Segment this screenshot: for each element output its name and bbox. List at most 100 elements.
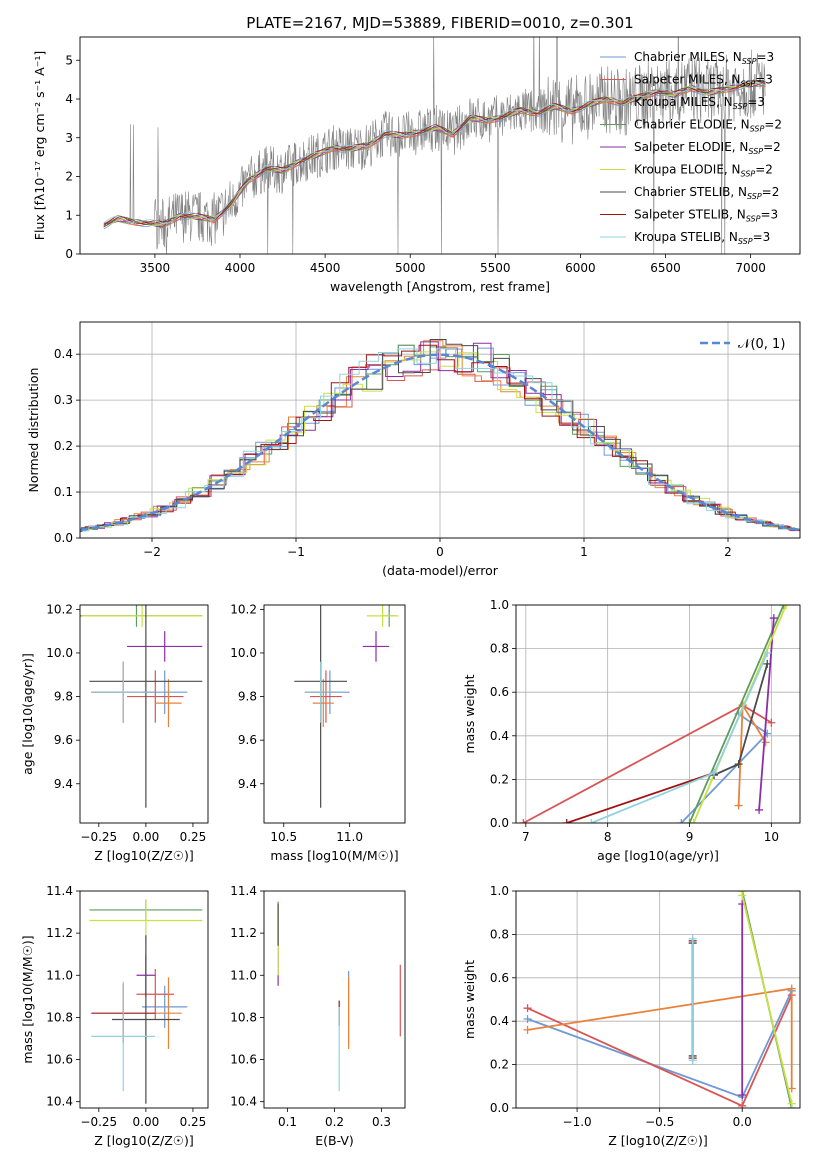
spectrum-model-line	[103, 82, 766, 228]
spectrum-ylabel: Flux [fλ10⁻¹⁷ erg cm⁻² s⁻¹ A⁻¹]	[32, 51, 47, 240]
y-tick-label: 11.0	[46, 968, 73, 982]
y-tick-label: 10.8	[46, 1010, 73, 1024]
mass_vs_Z-xlabel: Z [log10(Z/Z☉)]	[94, 1133, 194, 1148]
y-tick-label: 2	[65, 170, 73, 184]
x-tick-label: 10.5	[270, 830, 297, 844]
y-tick-label: 0.4	[490, 1014, 509, 1028]
y-tick-label: 11.4	[46, 884, 73, 898]
y-tick-label: 9.6	[54, 733, 73, 747]
residuals-legend: 𝒩(0, 1)	[700, 337, 785, 352]
weight_vs_age-ylabel: mass weight	[462, 674, 477, 753]
weight_vs_Z-axes: −1.0 −0.5 0.0 0.0 0.2 0.4 0.6 0.8 1.0 Z [log10(Z/…	[462, 884, 800, 1148]
weight-marker	[587, 819, 596, 823]
spectrum-model-line	[103, 80, 766, 225]
legend-nssp: =3	[755, 73, 773, 87]
age_vs_Z-xlabel: Z [log10(Z/Z☉)]	[94, 848, 194, 863]
legend-nssp: =2	[764, 118, 782, 132]
x-tick-label: 0.25	[180, 1115, 207, 1129]
y-tick-label: 10.4	[230, 1095, 257, 1109]
weight-line	[566, 772, 715, 823]
x-tick-label: 2	[724, 545, 732, 559]
residual-histogram	[80, 344, 800, 532]
weight-marker	[523, 1015, 532, 1024]
weight-marker	[689, 819, 698, 823]
legend-sub: SSP	[742, 57, 757, 66]
age_vs_Z-ylabel: age [log10(age/yr)]	[20, 653, 35, 775]
residual-histogram	[80, 348, 800, 532]
weight-marker	[734, 801, 743, 810]
weight-line	[522, 704, 772, 823]
y-tick-label: 10.0	[230, 646, 257, 660]
legend-sub: SSP	[741, 80, 756, 89]
y-tick-label: 9.4	[238, 777, 257, 791]
weight_vs_age-frame	[515, 604, 801, 824]
legend-entry: Salpeter ELODIE, NSSP=2	[634, 140, 781, 156]
y-tick-label: 0.6	[490, 971, 509, 985]
legend-nssp: =3	[756, 50, 774, 64]
weight_vs_age-plot	[519, 605, 791, 823]
legend-entry: Salpeter STELIB, NSSP=3	[634, 208, 778, 224]
weight-marker	[738, 891, 747, 900]
y-tick-label: 0.0	[490, 816, 509, 830]
age_vs_mass-frame	[263, 604, 406, 824]
weight-marker	[763, 648, 772, 657]
weight-marker	[710, 768, 719, 777]
x-tick-label: 10	[764, 830, 779, 844]
y-tick-label: 10.6	[230, 1053, 257, 1067]
weight-marker	[685, 819, 694, 823]
residuals-xlabel: (data-model)/error	[382, 563, 499, 578]
y-tick-label: 4	[65, 92, 73, 106]
y-tick-label: 0.0	[490, 1101, 509, 1115]
gaussian-curve	[80, 353, 800, 532]
x-tick-label: 6000	[565, 261, 596, 275]
x-tick-label: −0.25	[80, 830, 117, 844]
legend-entry: Kroupa ELODIE, NSSP=2	[634, 163, 773, 179]
weight_vs_Z-ylabel: mass weight	[462, 960, 477, 1039]
x-tick-label: 7	[522, 830, 530, 844]
x-tick-label: 9	[686, 830, 694, 844]
y-tick-label: 10.0	[46, 646, 73, 660]
x-tick-label: 8	[604, 830, 612, 844]
weight-marker	[688, 1056, 697, 1065]
x-tick-label: −0.25	[80, 1115, 117, 1129]
weight-marker	[688, 934, 697, 943]
weight_vs_Z-plot	[523, 891, 796, 1108]
y-tick-label: 10.2	[46, 602, 73, 616]
y-tick-label: 0.8	[490, 927, 509, 941]
legend-sub: SSP	[746, 215, 761, 224]
legend-sub: SSP	[748, 147, 763, 156]
x-tick-label: 4000	[225, 261, 256, 275]
legend-nssp: =2	[755, 163, 773, 177]
legend-nssp: =3	[760, 208, 778, 222]
legend-nssp: =2	[763, 140, 781, 154]
y-tick-label: 0.8	[490, 642, 509, 656]
age_vs_Z-frame	[79, 604, 209, 824]
legend-sub: SSP	[747, 192, 762, 201]
y-tick-label: 5	[65, 53, 73, 67]
mass_vs_Z-ylabel: mass [log10(M/M☉)]	[20, 935, 35, 1063]
weight-marker	[787, 1084, 796, 1093]
y-tick-label: 3	[65, 131, 73, 145]
weight_vs_Z-grid	[516, 890, 800, 1109]
weight_vs_Z-xlabel: Z [log10(Z/Z☉)]	[608, 1133, 708, 1148]
legend-nssp: =3	[747, 95, 765, 109]
weight-line	[741, 895, 793, 1104]
y-tick-label: 10.4	[46, 1095, 73, 1109]
y-tick-label: 10.2	[230, 602, 257, 616]
y-tick-label: 9.4	[54, 777, 73, 791]
y-tick-label: 0	[65, 247, 73, 261]
legend-entry: Salpeter MILES, NSSP=3	[634, 73, 773, 89]
x-tick-label: 5500	[480, 261, 511, 275]
residual-histogram	[80, 339, 800, 532]
residuals-plot	[80, 339, 800, 532]
legend-entry: Kroupa STELIB, NSSP=3	[634, 230, 770, 246]
weight-marker	[763, 659, 772, 668]
x-tick-label: 0.3	[372, 1115, 391, 1129]
mass_vs_ebv-xlabel: E(B-V)	[315, 1133, 354, 1148]
weight-marker	[761, 738, 770, 747]
weight-line	[713, 663, 769, 776]
weight-marker	[677, 819, 686, 823]
weight-line	[688, 605, 785, 823]
legend-nssp: =3	[753, 230, 771, 244]
x-tick-label: 0.25	[180, 830, 207, 844]
